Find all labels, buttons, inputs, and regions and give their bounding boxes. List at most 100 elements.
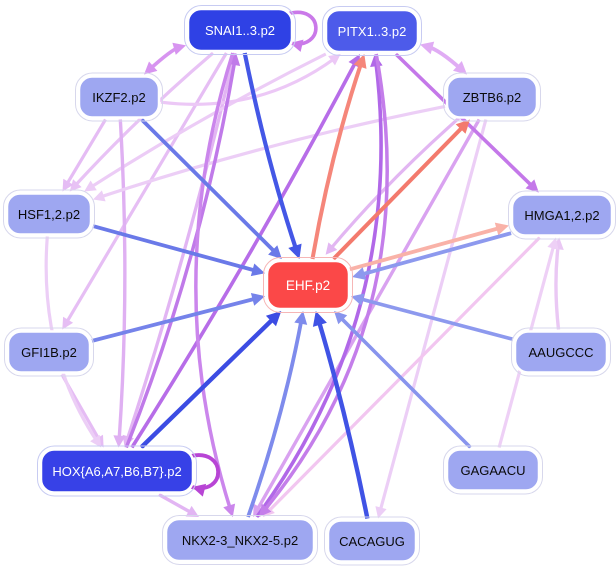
node-cacagug[interactable]: CACAGUG bbox=[324, 516, 420, 566]
node-body-gfi1b[interactable] bbox=[6, 330, 92, 374]
node-pitx1[interactable]: PITX1..3.p2 bbox=[322, 6, 422, 56]
edge-snai1-gfi1b-arrowhead bbox=[62, 316, 74, 330]
edge-gfi1b-ehf bbox=[91, 296, 258, 343]
node-hmga1[interactable]: HMGA1,2.p2 bbox=[508, 190, 616, 240]
edge-loop-hox-arrowhead bbox=[192, 483, 207, 497]
node-label-ikzf2: IKZF2.p2 bbox=[92, 90, 145, 105]
edge-pitx1-nkx2 bbox=[262, 53, 389, 513]
edge-aaugccc-ehf-arrowhead bbox=[351, 293, 365, 306]
node-hsf1[interactable]: HSF1,2.p2 bbox=[3, 189, 95, 239]
edge-snai1-hsf1-arrowhead bbox=[69, 179, 82, 192]
node-body-gagaacu[interactable] bbox=[445, 448, 541, 492]
edge-pitx1-hsf1 bbox=[89, 52, 327, 190]
node-ring-gagaacu bbox=[443, 445, 543, 495]
node-body-hox[interactable] bbox=[39, 448, 195, 494]
edge-pitx1-zbtb6-arrowhead bbox=[453, 61, 467, 75]
edge-hox-ehf bbox=[139, 315, 277, 450]
edge-pitx1-zbtb6-reverse-arrowhead bbox=[420, 41, 435, 55]
edge-ikzf2-ehf-arrowhead bbox=[268, 245, 282, 259]
edge-nkx2-ehf-arrowhead bbox=[294, 311, 308, 325]
edge-hsf1-ehf-arrowhead bbox=[250, 263, 265, 277]
edge-snai1-nkx2-arrowhead bbox=[223, 503, 236, 517]
node-body-hsf1[interactable] bbox=[5, 192, 93, 236]
edge-ehf-pitx1 bbox=[310, 60, 364, 260]
edge-hmga1-ehf bbox=[358, 231, 512, 277]
node-ring-snai1 bbox=[184, 5, 296, 55]
node-ring-aaugccc bbox=[511, 327, 611, 377]
edge-ehf-hmga1 bbox=[349, 225, 503, 272]
node-gfi1b[interactable]: GFI1B.p2 bbox=[4, 327, 94, 377]
node-body-hmga1[interactable] bbox=[510, 193, 614, 237]
node-body-pitx1[interactable] bbox=[324, 8, 420, 54]
node-body-snai1[interactable] bbox=[186, 7, 294, 53]
node-gagaacu[interactable]: GAGAACU bbox=[443, 445, 543, 495]
node-ring-cacagug bbox=[324, 516, 420, 566]
edge-ehf-pitx1-arrowhead bbox=[353, 54, 367, 69]
edge-snai1-ehf-arrowhead bbox=[288, 243, 302, 259]
node-label-hmga1: HMGA1,2.p2 bbox=[524, 208, 599, 223]
edge-aaugccc-ehf bbox=[357, 296, 514, 342]
node-body-zbtb6[interactable] bbox=[445, 75, 539, 119]
edge-loop-hox bbox=[189, 453, 221, 491]
node-zbtb6[interactable]: ZBTB6.p2 bbox=[443, 72, 541, 122]
edge-loop-snai1-arrowhead bbox=[290, 39, 304, 52]
node-hox[interactable]: HOX{A6,A7,B6,B7}.p2 bbox=[37, 445, 197, 497]
edge-pitx1-nkx2-arrowhead bbox=[258, 503, 272, 517]
node-label-snai1: SNAI1..3.p2 bbox=[205, 23, 275, 38]
node-label-aaugccc: AAUGCCC bbox=[528, 345, 593, 360]
edge-cacagug-ehf-arrowhead bbox=[312, 311, 327, 327]
edge-layer bbox=[44, 10, 564, 519]
node-ring-ehf bbox=[263, 257, 353, 313]
edge-hox-pitx1 bbox=[130, 59, 358, 449]
edge-ikzf2-hox-arrowhead bbox=[113, 435, 126, 448]
edge-ehf-zbtb6 bbox=[331, 123, 466, 261]
node-layer: SNAI1..3.p2 PITX1..3.p2 IKZF2.p2 ZBTB6.p2 HS… bbox=[3, 5, 616, 566]
edge-zbtb6-ehf-arrowhead bbox=[325, 242, 338, 255]
edge-ikzf2-ehf bbox=[140, 118, 278, 255]
node-aaugccc[interactable]: AAUGCCC bbox=[511, 327, 611, 377]
node-snai1[interactable]: SNAI1..3.p2 bbox=[184, 5, 296, 55]
node-ring-zbtb6 bbox=[443, 72, 541, 122]
node-body-aaugccc[interactable] bbox=[513, 330, 609, 374]
edge-ehf-hmga1-arrowhead bbox=[494, 222, 509, 236]
node-nkx2[interactable]: NKX2-3_NKX2-5.p2 bbox=[162, 515, 318, 565]
edge-pitx1-hsf1-arrowhead bbox=[84, 180, 97, 192]
edge-hox-snai1 bbox=[124, 59, 237, 449]
edge-gagaacu-ehf bbox=[337, 314, 472, 449]
edge-snai1-nkx2 bbox=[194, 52, 235, 511]
node-label-gfi1b: GFI1B.p2 bbox=[21, 345, 77, 360]
node-body-ehf[interactable] bbox=[265, 259, 351, 311]
node-label-ehf: EHF.p2 bbox=[286, 278, 330, 293]
edge-hmga1-ehf-arrowhead bbox=[352, 267, 367, 280]
edge-ikzf2-snai1 bbox=[148, 45, 180, 71]
node-body-ikzf2[interactable] bbox=[77, 75, 161, 119]
edge-zbtb6-nkx2-arrowhead bbox=[253, 503, 265, 517]
edge-hox-ehf-arrowhead bbox=[265, 311, 282, 327]
edge-cacagug-ehf bbox=[316, 318, 370, 519]
edge-zbtb6-ehf bbox=[328, 114, 464, 251]
edge-pitx1-hmga1-arrowhead bbox=[525, 179, 539, 193]
edge-ikzf2-hox bbox=[117, 119, 127, 441]
edge-hsf1-hox-arrowhead bbox=[90, 434, 102, 448]
node-body-nkx2[interactable] bbox=[164, 517, 316, 563]
edge-ikzf2-hsf1 bbox=[64, 118, 107, 187]
edge-hox-nkx2 bbox=[158, 493, 194, 515]
node-body-cacagug[interactable] bbox=[326, 519, 418, 563]
edge-ikzf2-snai1-arrowhead bbox=[172, 42, 186, 55]
edge-zbtb6-hsf1-arrowhead bbox=[93, 190, 106, 202]
node-label-cacagug: CACAGUG bbox=[339, 534, 405, 549]
node-ehf[interactable]: EHF.p2 bbox=[263, 257, 353, 313]
node-ring-hox bbox=[37, 445, 197, 497]
node-ikzf2[interactable]: IKZF2.p2 bbox=[75, 72, 163, 122]
edge-nkx2-ehf bbox=[246, 318, 304, 518]
edge-hox-nkx2-arrowhead bbox=[185, 505, 199, 517]
node-ring-pitx1 bbox=[322, 6, 422, 56]
edge-snai1-gfi1b bbox=[64, 52, 228, 325]
edge-ikzf2-pitx1-arrowhead bbox=[328, 54, 341, 66]
edge-hsf1-ehf bbox=[92, 224, 259, 274]
node-label-gagaacu: GAGAACU bbox=[460, 463, 525, 478]
node-label-hox: HOX{A6,A7,B6,B7}.p2 bbox=[52, 464, 181, 479]
node-label-zbtb6: ZBTB6.p2 bbox=[463, 90, 522, 105]
